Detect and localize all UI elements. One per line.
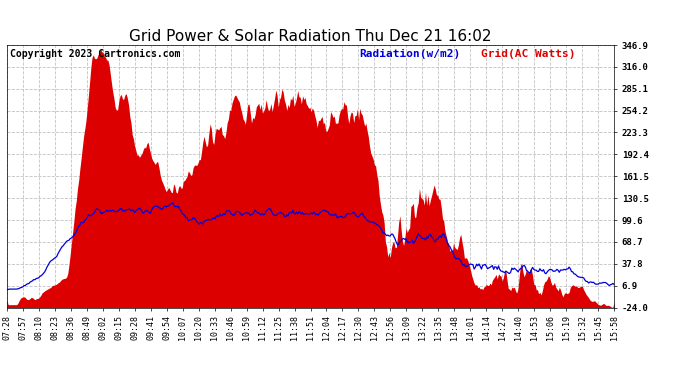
- Text: Radiation(w/m2): Radiation(w/m2): [359, 49, 460, 59]
- Text: Grid(AC Watts): Grid(AC Watts): [480, 49, 575, 59]
- Title: Grid Power & Solar Radiation Thu Dec 21 16:02: Grid Power & Solar Radiation Thu Dec 21 …: [129, 29, 492, 44]
- Text: Copyright 2023 Cartronics.com: Copyright 2023 Cartronics.com: [10, 49, 180, 59]
